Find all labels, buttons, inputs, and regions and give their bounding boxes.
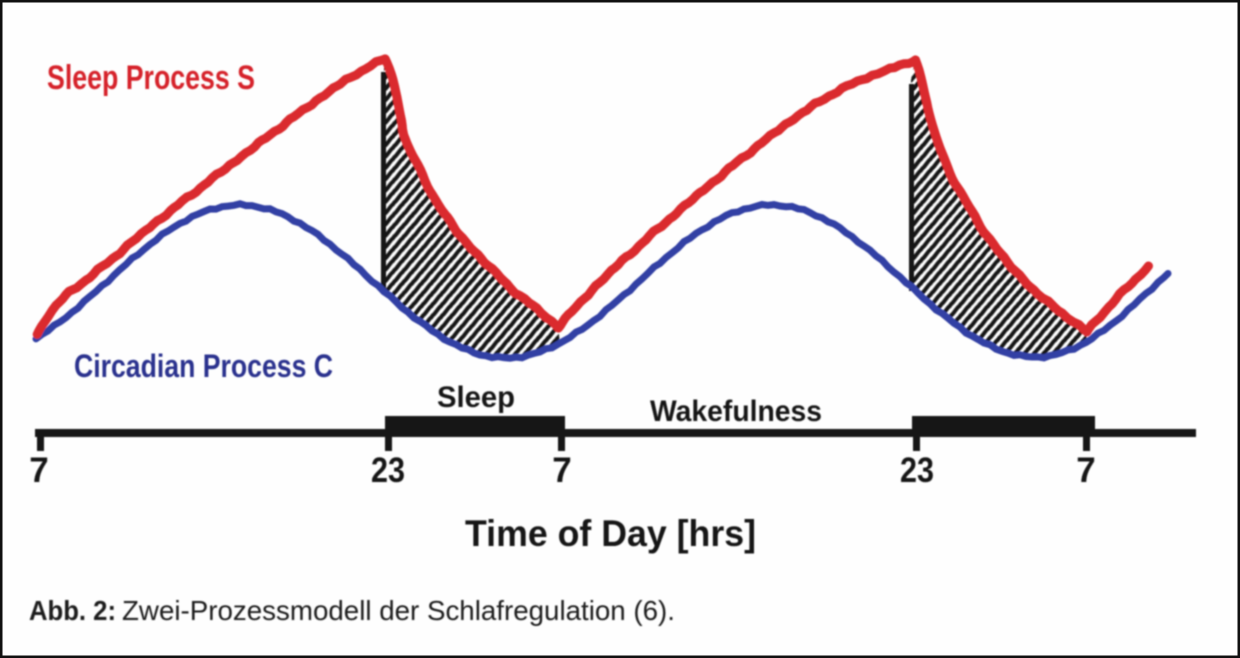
svg-text:7: 7 <box>29 451 48 490</box>
svg-text:Sleep Process S: Sleep Process S <box>47 59 255 97</box>
svg-text:Zwei-Prozessmodell der Schlafr: Zwei-Prozessmodell der Schlafregulation … <box>122 595 675 626</box>
svg-text:Abb. 2:: Abb. 2: <box>29 595 116 626</box>
svg-text:7: 7 <box>1076 451 1095 490</box>
svg-text:Time of Day [hrs]: Time of Day [hrs] <box>465 513 756 554</box>
svg-text:Wakefulness: Wakefulness <box>650 395 822 428</box>
svg-text:23: 23 <box>900 451 934 490</box>
svg-text:Sleep: Sleep <box>437 381 515 414</box>
svg-text:7: 7 <box>552 451 571 490</box>
svg-text:Circadian Process C: Circadian Process C <box>74 348 333 384</box>
svg-text:23: 23 <box>371 451 405 490</box>
